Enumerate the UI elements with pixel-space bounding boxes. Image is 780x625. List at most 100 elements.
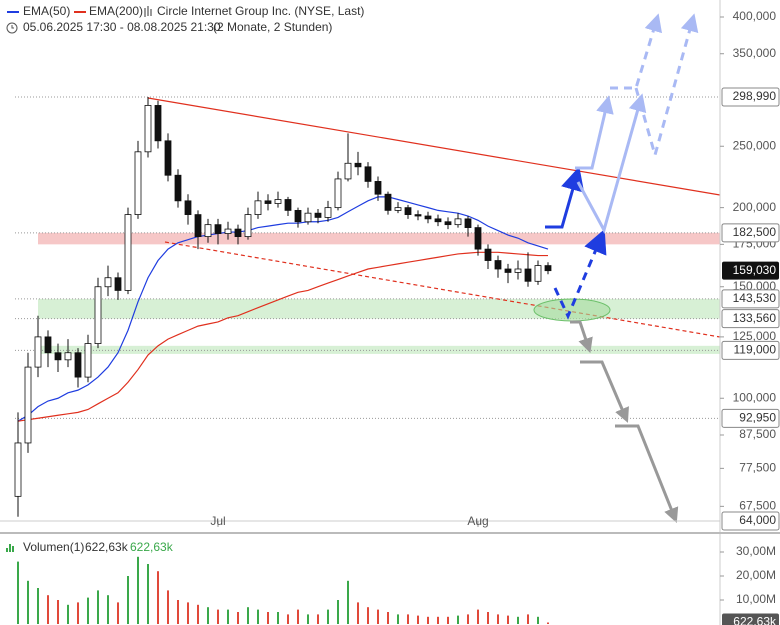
candle-body <box>44 336 52 354</box>
arrows <box>545 13 699 523</box>
level-box <box>721 87 780 107</box>
candle-body <box>294 209 302 223</box>
trend-line-dashed <box>164 241 721 338</box>
candle-body <box>344 162 352 180</box>
volume-bar <box>187 602 189 624</box>
clock-icon <box>6 22 18 34</box>
candle-body <box>384 193 392 211</box>
arrow <box>615 424 679 523</box>
volume-bar <box>57 600 59 624</box>
volume-tick-label: 20,00M <box>736 568 776 582</box>
candle-body <box>264 200 272 204</box>
volume-last-label: 622,63k <box>733 615 777 625</box>
candle-body <box>164 140 172 176</box>
header: EMA(50) EMA(200) Circle Internet Group I… <box>6 4 364 554</box>
level-box <box>721 408 780 428</box>
arrow <box>610 13 663 90</box>
arrow <box>634 13 699 161</box>
candle-body <box>234 228 242 238</box>
legend-entry: EMA(50) <box>23 4 70 18</box>
level-label: 182,500 <box>733 225 777 239</box>
volume-value: 622,63k <box>130 540 174 554</box>
volume-bar <box>107 595 109 624</box>
volume-bar <box>237 612 239 624</box>
zone <box>38 345 720 354</box>
series <box>14 97 552 624</box>
volume-bar <box>497 614 499 624</box>
candle-body <box>104 277 112 288</box>
volume-bar <box>137 556 139 624</box>
volume-bar <box>327 609 329 624</box>
arrow <box>553 228 607 320</box>
x-tick-label: Aug <box>467 514 488 528</box>
y-tick-label: 200,000 <box>733 200 777 214</box>
arrow <box>545 166 585 229</box>
volume-bar <box>417 615 419 624</box>
level-label: 92,950 <box>739 411 776 425</box>
arrow <box>580 360 629 423</box>
candle-body <box>494 260 502 270</box>
volume-bar <box>167 590 169 624</box>
y-tick-label: 77,500 <box>739 461 776 475</box>
level-box <box>721 340 780 360</box>
y-tick-label: 67,500 <box>739 499 776 513</box>
volume-bar <box>27 580 29 624</box>
candle-body <box>354 162 362 168</box>
candle-body <box>224 228 232 234</box>
candle-body <box>134 151 142 215</box>
y-tick-label: 350,000 <box>733 46 777 60</box>
candle-body <box>194 214 202 238</box>
volume-bar <box>207 607 209 624</box>
level-label: 64,000 <box>739 513 776 527</box>
candle-body <box>314 212 322 218</box>
y-tick-label: 250,000 <box>733 138 777 152</box>
candle-body <box>64 352 72 361</box>
volume-bar <box>447 616 449 624</box>
ema-line <box>17 251 548 422</box>
last-price-box <box>722 261 779 280</box>
level-label: 298,990 <box>733 89 777 103</box>
level-box <box>721 511 780 531</box>
volume-bar <box>247 607 249 624</box>
candle-body <box>144 105 152 153</box>
candle-body <box>434 218 442 223</box>
clock-hand <box>11 25 14 29</box>
trend-line <box>147 97 721 196</box>
y-tick-label: 125,000 <box>733 329 777 343</box>
volume-bar <box>477 609 479 624</box>
x-tick-label: Jul <box>210 514 225 528</box>
candle-body <box>244 214 252 238</box>
volume-bar <box>67 604 69 624</box>
volume-bar <box>457 615 459 624</box>
volume-bar <box>197 604 199 624</box>
volume-value: 622,63k <box>85 540 129 554</box>
highlight-ellipse <box>533 298 611 322</box>
volume-bar <box>527 614 529 624</box>
volume-icon <box>6 544 14 552</box>
date-range: 05.06.2025 17:30 - 08.08.2025 21:30 <box>23 20 221 34</box>
legend-entry: EMA(200) <box>89 4 143 18</box>
y-tick-label: 400,000 <box>733 9 777 23</box>
volume-bar <box>287 614 289 624</box>
arrow <box>576 93 647 234</box>
volume-bar <box>427 616 429 624</box>
volume-bar <box>367 607 369 624</box>
candle-body <box>284 199 292 211</box>
candle-body <box>154 105 162 142</box>
volume-bar <box>407 614 409 624</box>
volume-bar <box>547 622 549 624</box>
axis: 400,000350,000250,000200,000175,000150,0… <box>210 9 780 625</box>
candle-body <box>124 214 132 291</box>
candle-body <box>274 199 282 204</box>
candle-body <box>414 214 422 217</box>
volume-bar <box>437 616 439 624</box>
volume-bar <box>277 612 279 624</box>
level-box <box>721 223 780 243</box>
candle-body <box>214 224 222 234</box>
volume-bar <box>47 595 49 624</box>
candle-body <box>204 224 212 238</box>
volume-last-box <box>722 613 779 625</box>
volume-bar <box>97 590 99 624</box>
candle-body <box>74 352 82 378</box>
